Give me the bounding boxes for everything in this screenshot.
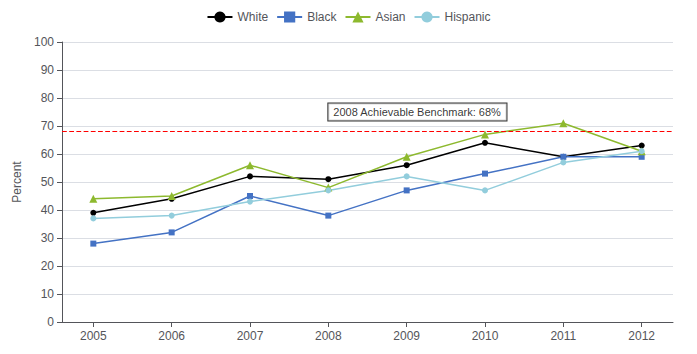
svg-text:2005: 2005 bbox=[80, 329, 107, 343]
svg-text:2011: 2011 bbox=[550, 329, 576, 343]
svg-text:Hispanic: Hispanic bbox=[445, 10, 491, 24]
svg-text:2009: 2009 bbox=[393, 329, 420, 343]
svg-text:40: 40 bbox=[41, 203, 55, 217]
svg-text:30: 30 bbox=[41, 231, 55, 245]
svg-text:60: 60 bbox=[41, 147, 55, 161]
svg-text:50: 50 bbox=[41, 175, 55, 189]
svg-text:White: White bbox=[237, 10, 268, 24]
svg-text:2008 Achievable Benchmark: 68%: 2008 Achievable Benchmark: 68% bbox=[333, 106, 501, 118]
svg-text:2012: 2012 bbox=[628, 329, 655, 343]
svg-text:Black: Black bbox=[307, 10, 337, 24]
svg-text:Asian: Asian bbox=[375, 10, 405, 24]
svg-text:2010: 2010 bbox=[472, 329, 499, 343]
svg-text:2007: 2007 bbox=[237, 329, 264, 343]
svg-text:100: 100 bbox=[34, 35, 54, 49]
svg-text:2006: 2006 bbox=[158, 329, 185, 343]
svg-text:70: 70 bbox=[41, 119, 55, 133]
svg-text:0: 0 bbox=[47, 315, 54, 329]
svg-text:80: 80 bbox=[41, 91, 55, 105]
svg-text:20: 20 bbox=[41, 259, 55, 273]
svg-text:90: 90 bbox=[41, 63, 55, 77]
svg-text:10: 10 bbox=[41, 287, 55, 301]
svg-text:Percent: Percent bbox=[10, 161, 24, 203]
svg-text:2008: 2008 bbox=[315, 329, 342, 343]
